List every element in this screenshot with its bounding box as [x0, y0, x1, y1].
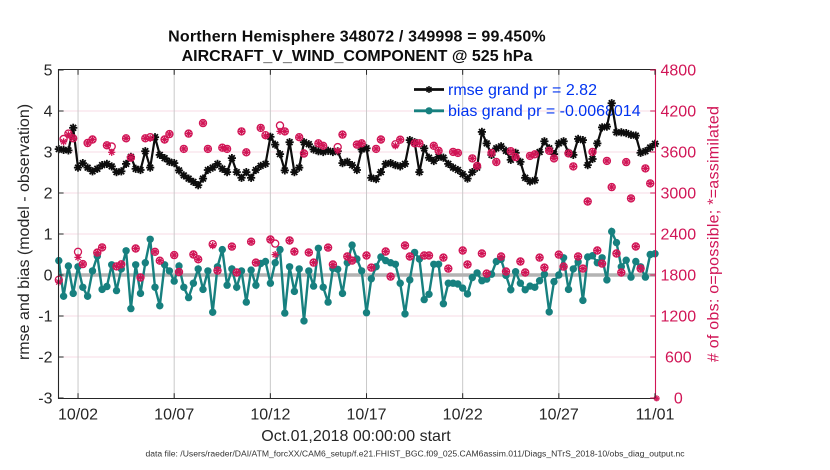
svg-text:4200: 4200: [661, 104, 697, 121]
svg-text:3600: 3600: [661, 145, 697, 162]
svg-text:10/07: 10/07: [154, 407, 194, 424]
svg-text:3: 3: [44, 145, 53, 162]
svg-text:4: 4: [44, 104, 53, 121]
svg-text:AIRCRAFT_V_WIND_COMPONENT @ 52: AIRCRAFT_V_WIND_COMPONENT @ 525 hPa: [182, 48, 533, 65]
svg-text:-1: -1: [38, 309, 52, 326]
svg-text:rmse and bias (model - observa: rmse and bias (model - observation): [16, 104, 33, 360]
svg-text:Oct.01,2018 00:00:00 start: Oct.01,2018 00:00:00 start: [261, 428, 451, 445]
svg-text:10/22: 10/22: [443, 407, 483, 424]
svg-text:0: 0: [674, 391, 683, 408]
svg-text:5: 5: [44, 63, 53, 80]
svg-text:600: 600: [665, 350, 692, 367]
svg-text:10/02: 10/02: [58, 407, 98, 424]
svg-text:1200: 1200: [661, 309, 697, 326]
svg-text:2: 2: [44, 186, 53, 203]
svg-text:-2: -2: [38, 350, 52, 367]
svg-text:10/17: 10/17: [346, 407, 386, 424]
svg-text:4800: 4800: [661, 63, 697, 80]
svg-text:1: 1: [44, 227, 53, 244]
svg-text:3000: 3000: [661, 186, 697, 203]
svg-text:-3: -3: [38, 391, 52, 408]
svg-text:11/01: 11/01: [636, 407, 675, 424]
svg-text:10/27: 10/27: [539, 407, 579, 424]
svg-text:bias grand pr = -0.0068014: bias grand pr = -0.0068014: [448, 103, 641, 120]
svg-text:Northern Hemisphere 348072 / 3: Northern Hemisphere 348072 / 349998 = 99…: [168, 29, 546, 46]
svg-text:rmse grand pr = 2.82: rmse grand pr = 2.82: [448, 82, 597, 99]
svg-text:0: 0: [44, 268, 53, 285]
svg-text:2400: 2400: [661, 227, 697, 244]
svg-text:1800: 1800: [661, 268, 697, 285]
svg-text:10/12: 10/12: [250, 407, 290, 424]
svg-text:data file: /Users/raeder/DAI/A: data file: /Users/raeder/DAI/ATM_forcXX/…: [145, 449, 685, 459]
svg-text:# of obs: o=possible; *=assimi: # of obs: o=possible; *=assimilated: [706, 106, 723, 362]
